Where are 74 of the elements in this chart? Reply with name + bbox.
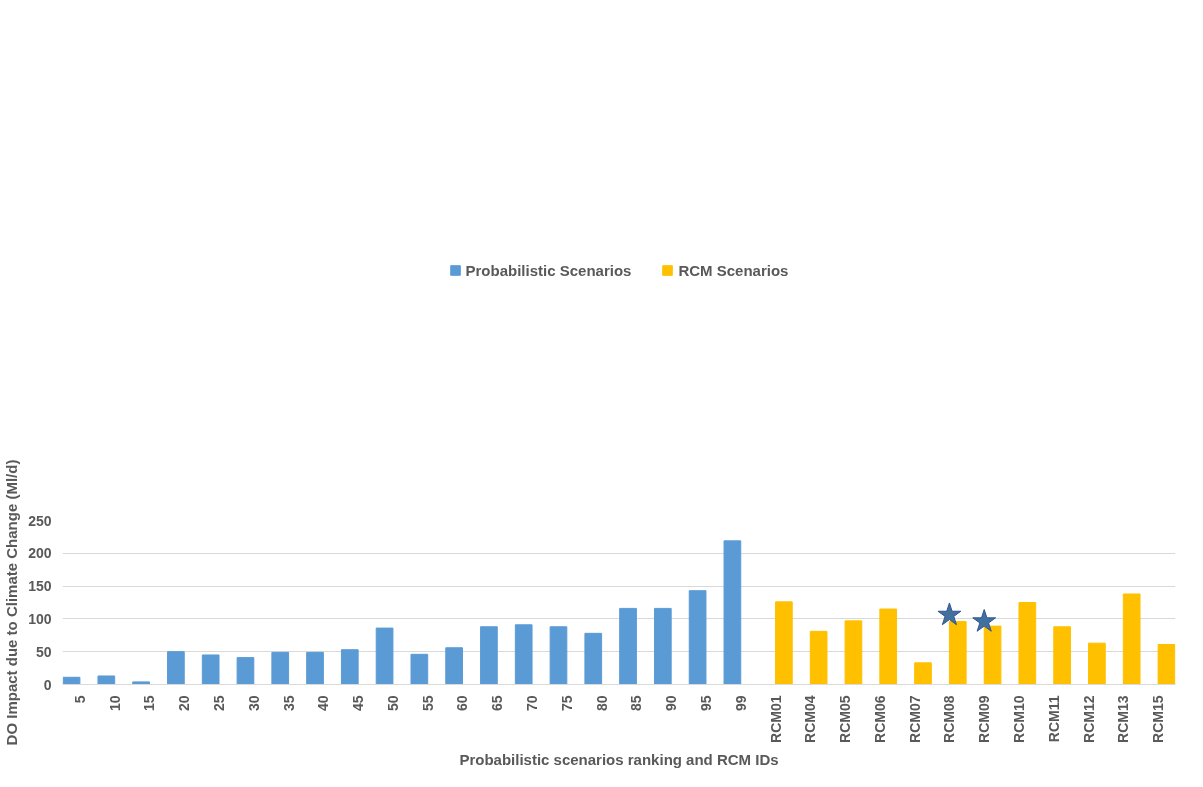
bar [653,607,672,685]
bar [410,653,429,685]
bar [619,607,637,685]
x-tick-label: 50 [384,695,401,712]
y-tick-label: 150 [28,578,52,595]
bar [844,620,863,685]
bar [514,624,533,685]
x-tick-label: RCM04 [802,695,819,743]
bar [306,651,324,685]
bar [445,647,463,685]
bar [948,621,967,685]
legend-label: Probabilistic Scenarios [465,261,632,279]
y-tick-label: 50 [35,643,52,660]
x-tick-label: 60 [454,695,471,712]
bar [1122,593,1141,685]
bar [549,626,568,685]
x-tick-label: 25 [211,695,228,712]
bar [62,676,81,685]
x-tick-label: 65 [489,695,506,712]
bar [775,601,793,685]
x-tick-label: 20 [176,695,193,712]
x-tick-label: 75 [558,695,575,712]
bar [201,654,220,685]
bar [879,608,898,685]
x-tick-label: 85 [628,695,645,712]
x-tick-label: 70 [524,695,541,712]
bar [236,657,255,685]
bar [1053,626,1071,685]
x-tick-label: RCM11 [1045,695,1062,743]
x-tick-label: RCM05 [837,695,854,743]
x-tick-label: 35 [280,695,297,712]
bar [914,662,932,685]
bar [723,540,742,685]
bar [340,649,359,685]
x-tick-label: 40 [315,695,332,712]
x-tick-label: 15 [141,695,158,712]
x-tick-label: RCM13 [1115,695,1132,743]
x-tick-label: 99 [732,695,749,712]
y-tick-label: 0 [43,676,52,693]
bar [1018,602,1037,685]
x-tick-label: 80 [593,695,610,712]
y-tick-label: 250 [28,512,52,529]
x-axis-title: Probabilistic scenarios ranking and RCM IDs [459,750,779,768]
legend-label: RCM Scenarios [678,261,789,279]
bar [983,625,1002,685]
bar [1088,642,1106,685]
x-tick-label: RCM01 [767,695,784,743]
x-tick-label: 95 [697,695,714,712]
bar [167,651,185,685]
bar [584,632,603,685]
bar [688,590,707,685]
x-tick-label: RCM09 [976,695,993,743]
x-tick-label: 55 [419,695,436,712]
bar [97,675,116,685]
x-tick-label: 45 [350,695,367,712]
y-tick-label: 200 [28,545,52,562]
x-tick-label: RCM12 [1080,695,1097,743]
x-tick-label: RCM15 [1150,695,1167,743]
x-tick-label: 10 [106,695,123,712]
x-tick-label: 90 [663,695,680,712]
x-tick-label: RCM10 [1010,695,1027,743]
x-tick-label: RCM06 [871,695,888,743]
y-axis-title: DO Impact due to Climate Change (Ml/d) [3,459,21,746]
x-tick-label: RCM08 [941,695,958,743]
x-tick-label: 5 [71,695,88,704]
y-tick-label: 100 [28,610,52,627]
x-tick-label: 30 [245,695,262,712]
bar [271,651,290,685]
bar [480,626,498,685]
bar [809,630,828,685]
bar [375,627,394,685]
bar [1157,643,1176,685]
x-tick-label: RCM07 [906,695,923,743]
bar [132,681,150,685]
